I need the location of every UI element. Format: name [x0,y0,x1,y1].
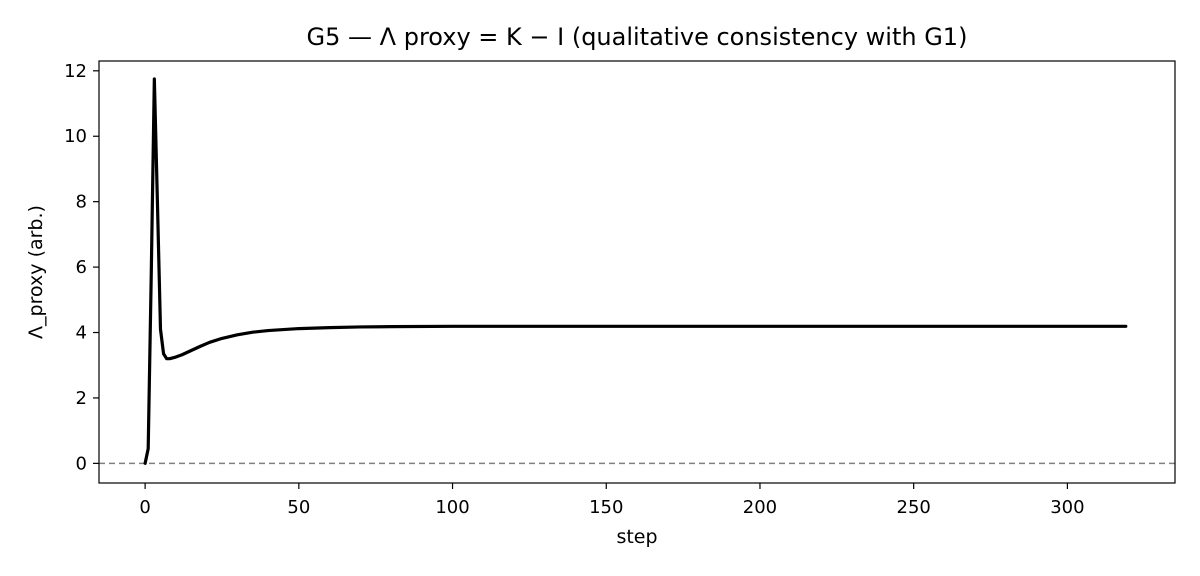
y-tick-label: 0 [76,453,87,474]
y-tick-label: 4 [76,323,87,344]
x-tick-label: 0 [139,497,150,518]
x-axis: 0 50 100 150 200 250 300 [139,483,1085,518]
x-tick-label: 50 [287,497,310,518]
y-tick-label: 12 [64,61,87,82]
x-tick-label: 250 [897,497,931,518]
x-tick-label: 200 [743,497,777,518]
plot-frame [98,60,1176,484]
x-axis-label: step [616,526,657,548]
x-tick-label: 300 [1050,497,1084,518]
y-axis: 0 2 4 6 8 10 12 [64,61,99,474]
x-tick-label: 150 [589,497,623,518]
y-tick-label: 10 [64,126,87,147]
series-line-0 [143,77,1128,465]
y-tick-label: 6 [76,257,87,278]
x-tick-label: 100 [435,497,469,518]
chart-title: G5 — Λ proxy = K − I (qualitative consis… [307,23,968,51]
y-tick-label: 2 [76,388,87,409]
y-axis-label: Λ_proxy (arb.) [25,205,47,339]
plot-area [99,77,1175,465]
y-tick-label: 8 [76,192,87,213]
